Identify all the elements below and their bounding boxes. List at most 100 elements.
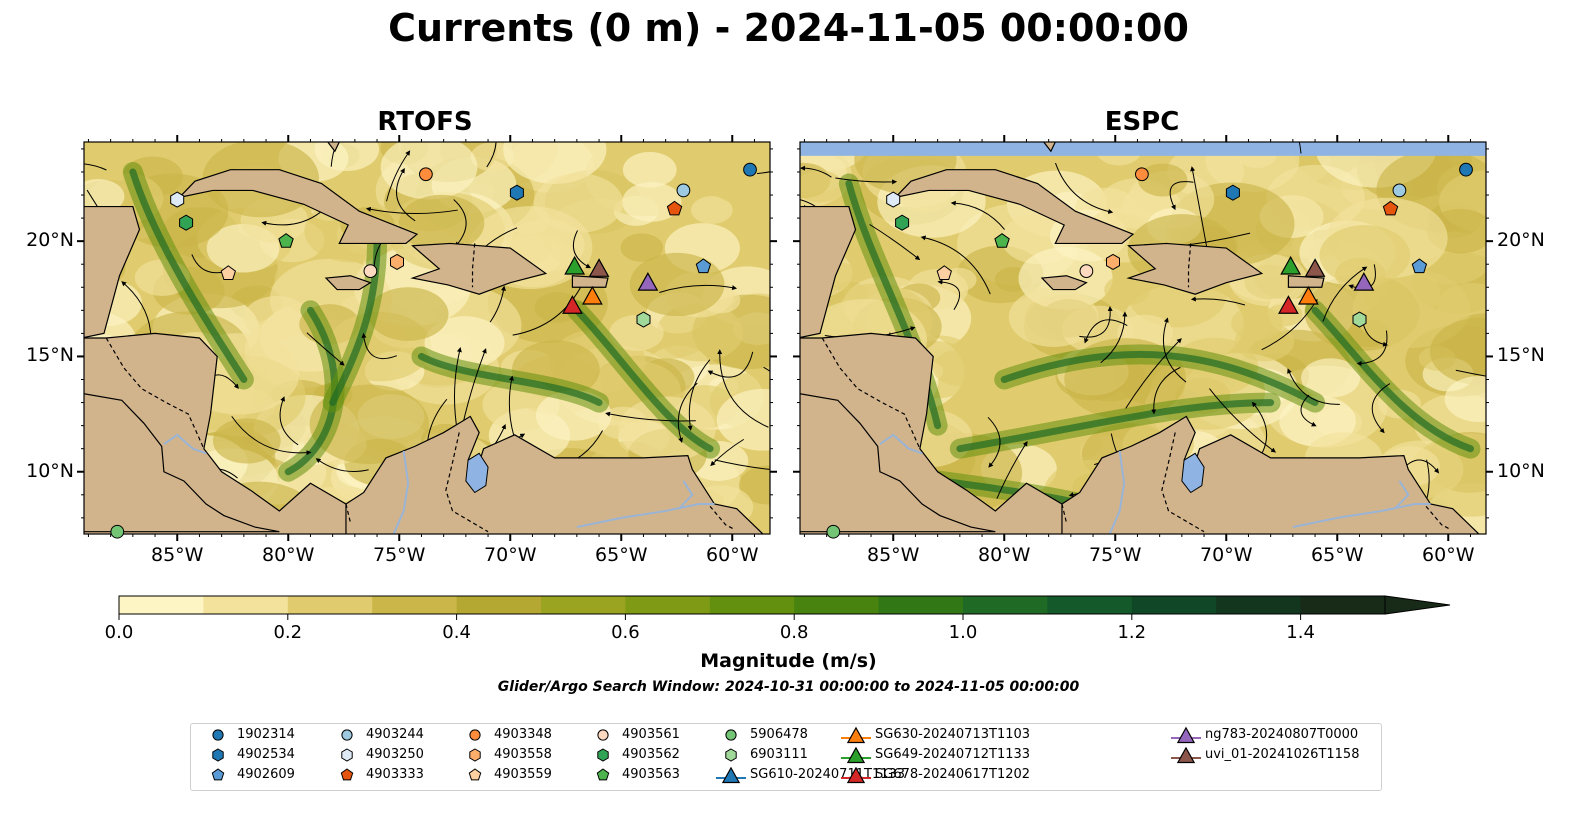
colorbar-tick-label: 0.2 <box>273 622 303 643</box>
land-masses <box>800 142 1480 534</box>
legend-label: 4902609 <box>237 767 295 782</box>
colorbar-segment <box>287 596 373 614</box>
legend-label: 4903561 <box>622 727 680 742</box>
obs-4903558 <box>390 253 404 270</box>
main-title: Currents (0 m) - 2024-11-05 00:00:00 <box>388 6 1189 50</box>
obs-4903562 <box>895 214 910 231</box>
legend-marker-icon <box>1176 746 1196 764</box>
colorbar-segment <box>709 596 795 614</box>
legend-label: 4903562 <box>622 747 680 762</box>
colorbar-segment <box>1131 596 1217 614</box>
lon-tick-label-espc: 70°W <box>1200 544 1253 566</box>
obs-4903559 <box>220 265 236 280</box>
colorbar-segment <box>456 596 542 614</box>
lon-tick-label-espc: 65°W <box>1311 544 1364 566</box>
map-panel-rtofs <box>77 135 777 541</box>
legend-label: 6903111 <box>750 747 808 762</box>
legend-label: 4903244 <box>366 727 424 742</box>
obs-ng783-20240807T0000 <box>1353 272 1375 291</box>
obs-1902314 <box>1459 162 1473 177</box>
obs-6903111 <box>636 311 651 328</box>
colorbar-segment <box>878 596 964 614</box>
obs-SG649-20240712T1133 <box>1280 255 1302 275</box>
colorbar <box>118 595 1451 620</box>
search-window-text: Glider/Argo Search Window: 2024-10-31 00… <box>497 679 1080 695</box>
legend-marker-icon <box>340 768 354 781</box>
obs-5906478 <box>110 524 125 539</box>
colorbar-tick-label: 0.0 <box>104 622 134 643</box>
legend-marker-icon <box>725 748 737 762</box>
colorbar-title: Magnitude (m/s) <box>700 650 877 672</box>
legend-label: 4903563 <box>622 767 680 782</box>
lon-tick-label-espc: 85°W <box>867 544 920 566</box>
legend-label: SG678-20240617T1202 <box>875 767 1031 782</box>
legend-marker-icon <box>597 729 609 741</box>
lon-tick-label-espc: 75°W <box>1089 544 1142 566</box>
lat-tick-label-left: 15°N <box>26 344 74 367</box>
colorbar-segment <box>1300 596 1386 614</box>
obs-4903561 <box>363 264 378 279</box>
obs-1902314 <box>743 162 757 177</box>
obs-4902609 <box>695 258 712 274</box>
map-panel-espc <box>793 135 1493 541</box>
lon-tick-label-rtofs: 80°W <box>262 544 315 566</box>
legend-label: 4903558 <box>494 747 552 762</box>
legend-marker-icon <box>341 748 353 762</box>
legend-marker-icon <box>468 768 482 781</box>
legend-marker-icon <box>721 766 741 784</box>
obs-uvi_01-20241026T1158 <box>1304 258 1326 277</box>
lon-tick-label-rtofs: 75°W <box>373 544 426 566</box>
legend-label: ng783-20240807T0000 <box>1205 727 1359 742</box>
colorbar-tick-label: 0.8 <box>779 622 809 643</box>
obs-5906478 <box>826 524 841 539</box>
obs-4902609 <box>1411 258 1428 274</box>
colorbar-segment <box>963 596 1048 614</box>
colorbar-tick-label: 1.0 <box>948 622 978 643</box>
panel-title-rtofs: RTOFS <box>377 107 473 137</box>
obs-4903244 <box>676 183 691 198</box>
obs-4903333 <box>1382 200 1399 216</box>
obs-SG678-20240617T1202 <box>562 295 583 314</box>
colorbar-tick-label: 1.4 <box>1286 622 1315 643</box>
observation-markers <box>826 162 1473 539</box>
legend-marker-icon <box>211 768 225 781</box>
land-masses <box>84 142 764 534</box>
lat-tick-label-left: 10°N <box>26 459 74 482</box>
panel-title-espc: ESPC <box>1104 107 1180 137</box>
lon-tick-label-rtofs: 65°W <box>595 544 648 566</box>
colorbar-segment <box>372 596 458 614</box>
obs-4903563 <box>994 233 1010 248</box>
obs-4903559 <box>936 265 952 280</box>
obs-4903563 <box>278 233 294 248</box>
obs-4903348 <box>419 167 433 182</box>
legend-marker-icon <box>212 748 224 762</box>
colorbar-tick-label: 1.2 <box>1117 622 1147 643</box>
lon-tick-label-rtofs: 85°W <box>151 544 204 566</box>
obs-4903244 <box>1392 183 1407 198</box>
observation-markers <box>110 162 757 539</box>
lat-tick-label-right: 10°N <box>1497 459 1545 482</box>
legend-label: 4903559 <box>494 767 552 782</box>
legend-label: SG630-20240713T1103 <box>875 727 1031 742</box>
lat-tick-label-right: 20°N <box>1497 229 1545 252</box>
legend-marker-icon <box>596 768 610 781</box>
colorbar-tick-label: 0.6 <box>611 622 640 643</box>
legend-label: 4903348 <box>494 727 552 742</box>
lon-tick-label-espc: 80°W <box>978 544 1031 566</box>
legend-label: 4902534 <box>237 747 295 762</box>
legend-label: 1902314 <box>237 727 295 742</box>
obs-uvi_01-20241026T1158 <box>588 258 610 277</box>
obs-4903250 <box>170 191 185 208</box>
obs-SG649-20240712T1133 <box>564 255 586 275</box>
legend-label: uvi_01-20241026T1158 <box>1205 747 1360 762</box>
obs-4903561 <box>1079 264 1094 279</box>
lat-tick-label-left: 20°N <box>26 229 74 252</box>
legend-marker-icon <box>846 726 866 744</box>
lat-tick-label-right: 15°N <box>1497 344 1545 367</box>
colorbar-segment <box>203 596 289 614</box>
colorbar-segment <box>1047 596 1133 614</box>
legend-marker-icon <box>469 748 481 762</box>
legend-marker-icon <box>212 729 224 741</box>
legend-marker-icon <box>846 766 866 784</box>
legend-marker-icon <box>341 729 353 741</box>
